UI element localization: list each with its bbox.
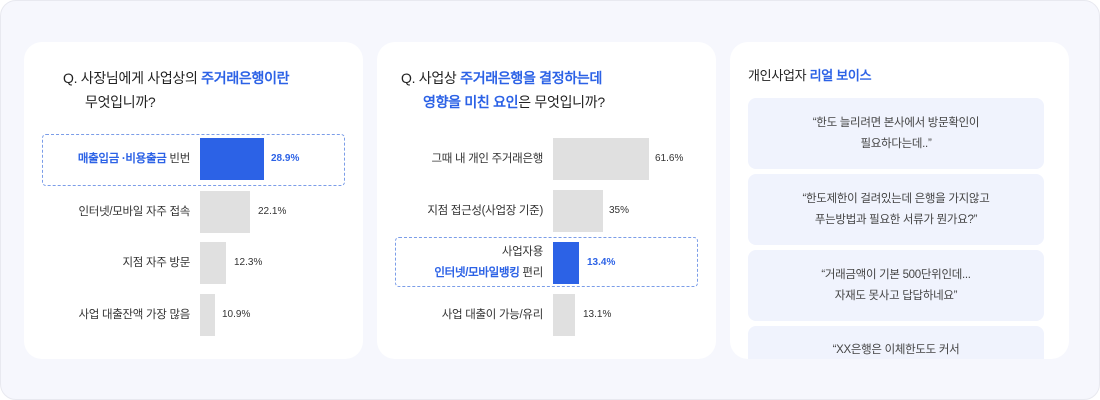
bar-row: 사업 대출이 가능/유리 13.1%	[377, 294, 716, 336]
question-highlight: 주거래은행이란	[201, 70, 290, 86]
bar	[553, 138, 649, 180]
question-card-main-bank-definition: Q. 사장님에게 사업상의 주거래은행이란 무엇입니까? 매출입금 ·비용출금 …	[24, 42, 363, 359]
bar	[200, 191, 250, 233]
bar	[200, 294, 215, 336]
real-voice-card: 개인사업자 리얼 보이스 “한도 늘리려면 본사에서 방문확인이 필요하다는데..…	[730, 42, 1069, 359]
bar-label: 지점 자주 방문	[122, 256, 191, 269]
quote-card: “XX은행은 이체한도도 커서	[748, 326, 1044, 359]
question-prefix: Q. 사장님에게 사업상의	[63, 70, 202, 86]
bar	[553, 190, 603, 232]
bar-label: 매출입금 ·비용출금 빈번	[77, 152, 190, 165]
bar-value: 61.6%	[655, 153, 684, 164]
question-highlight: 영향을 미친 요인	[423, 94, 519, 110]
question-highlight: 주거래은행을 결정하는데	[460, 70, 603, 86]
bar-label: 사업자용 인터넷/모바일뱅킹 편리	[434, 246, 543, 279]
bar	[200, 138, 264, 180]
bar-label: 지점 접근성(사업장 기준)	[427, 204, 543, 217]
quote-card: “거래금액이 기본 500단위인데... 자재도 못사고 답답하네요”	[748, 250, 1044, 321]
bar-label: 그때 내 개인 주거래은행	[431, 152, 544, 165]
bar	[553, 242, 579, 284]
bar-row: 지점 자주 방문 12.3%	[24, 242, 363, 284]
bar-row: 그때 내 개인 주거래은행 61.6%	[377, 138, 716, 180]
bar-value: 35%	[609, 205, 630, 216]
question-suffix: 은 무엇입니까?	[518, 94, 605, 110]
quote-card: “한도 늘리려면 본사에서 방문확인이 필요하다는데..”	[748, 98, 1044, 169]
question-title: Q. 사업상 주거래은행을 결정하는데 영향을 미친 요인은 무엇입니까?	[401, 66, 605, 114]
question-card-decision-factors: Q. 사업상 주거래은행을 결정하는데 영향을 미친 요인은 무엇입니까? 그때…	[377, 42, 716, 359]
bar-label: 사업 대출이 가능/유리	[441, 308, 544, 321]
question-line2: 무엇입니까?	[85, 94, 156, 110]
bar-row: 사업자용 인터넷/모바일뱅킹 편리 13.4%	[377, 242, 716, 284]
bar-row: 지점 접근성(사업장 기준) 35%	[377, 190, 716, 232]
bar-row: 사업 대출잔액 가장 많음 10.9%	[24, 294, 363, 336]
bar-value: 12.3%	[234, 257, 263, 268]
bar-value: 13.4%	[587, 257, 616, 268]
bar-value: 22.1%	[258, 206, 287, 217]
bar-label: 사업 대출잔액 가장 많음	[78, 308, 191, 321]
question-title: Q. 사장님에게 사업상의 주거래은행이란 무엇입니까?	[63, 66, 290, 114]
bar-label: 인터넷/모바일 자주 접속	[78, 205, 191, 218]
bar-row: 매출입금 ·비용출금 빈번 28.9%	[24, 138, 363, 180]
bar-value: 10.9%	[222, 309, 251, 320]
question-prefix: Q. 사업상	[401, 70, 461, 86]
highlight-box	[42, 134, 345, 186]
real-voice-title: 개인사업자 리얼 보이스	[748, 68, 872, 83]
bar	[553, 294, 575, 336]
bar-row: 인터넷/모바일 자주 접속 22.1%	[24, 191, 363, 233]
bar-value: 13.1%	[583, 309, 612, 320]
highlight-box	[395, 237, 698, 287]
bar-value: 28.9%	[271, 153, 300, 164]
bar	[200, 242, 226, 284]
quote-card: “한도제한이 걸려있는데 은행을 가지않고 푸는방법과 필요한 서류가 뭔가요?”	[748, 174, 1044, 245]
